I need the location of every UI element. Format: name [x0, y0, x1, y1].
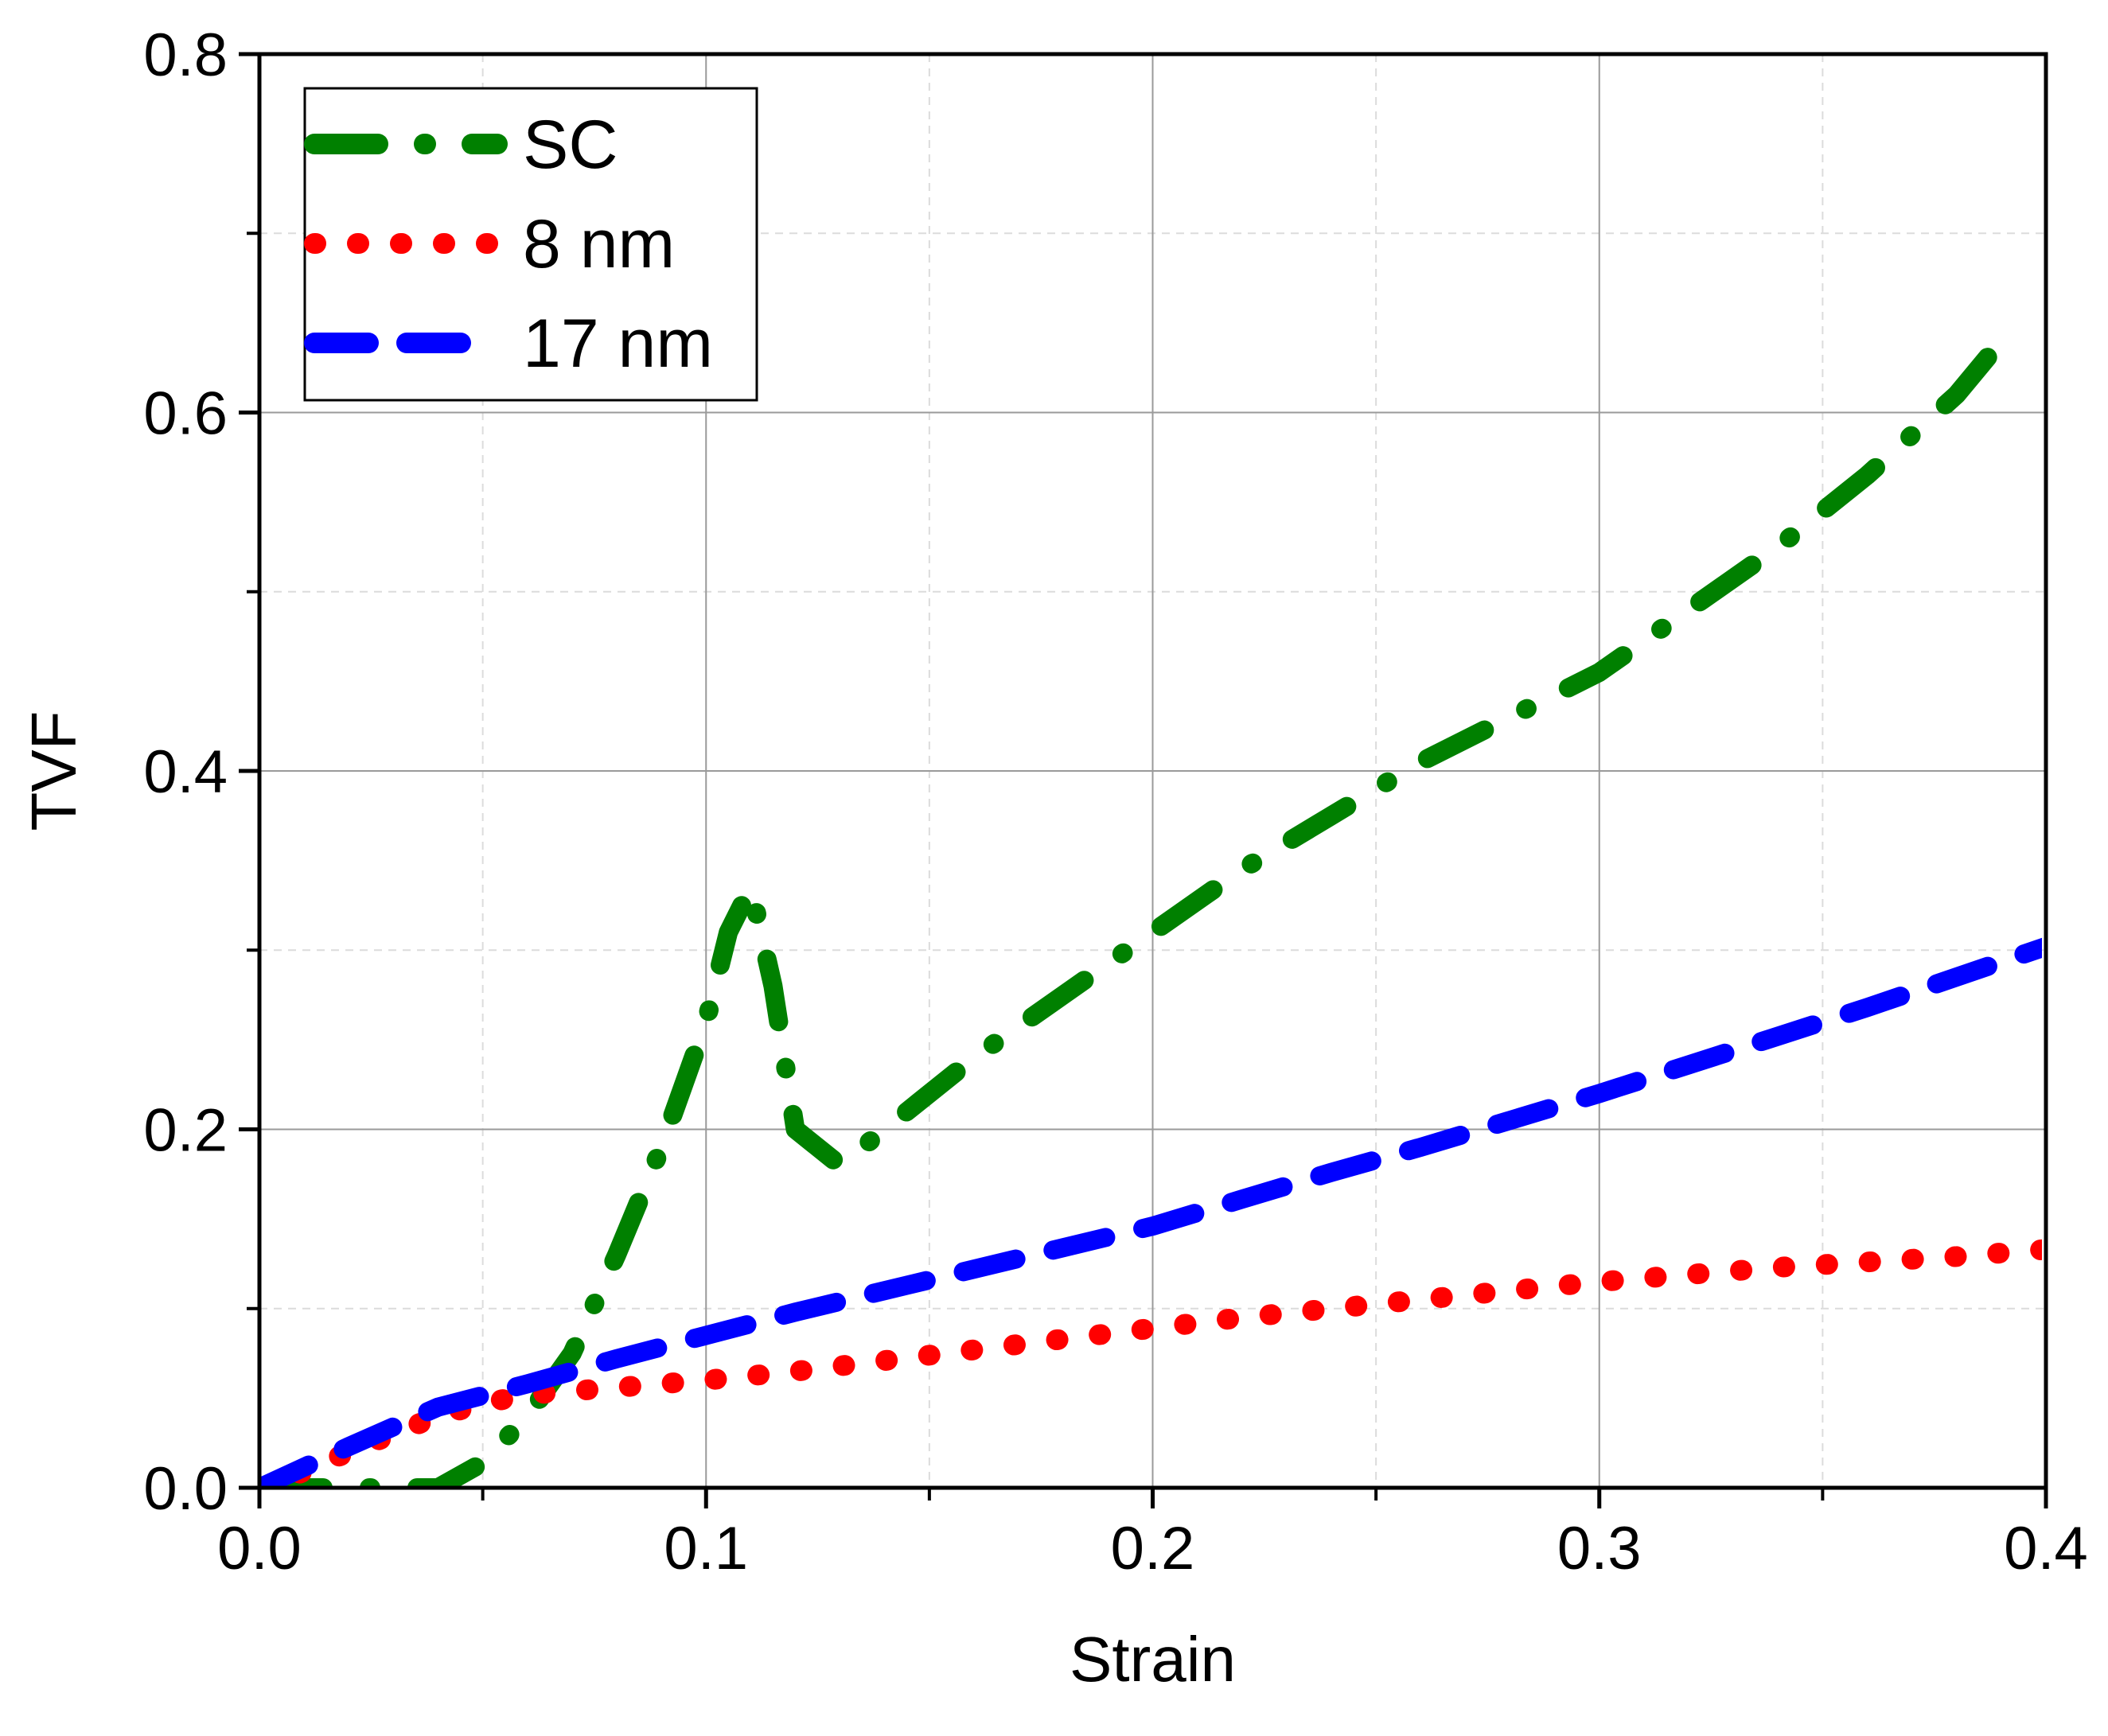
- x-axis-title: Strain: [1070, 1624, 1236, 1695]
- data-point: [1597, 670, 1602, 675]
- data-point: [1329, 813, 1334, 818]
- data-point: [570, 1351, 575, 1356]
- data-point: [1775, 1265, 1780, 1270]
- series-line-1: [258, 1239, 2042, 1489]
- data-point: [1418, 760, 1423, 765]
- legend-label: 17 nm: [523, 306, 713, 382]
- y-tick-label: 0.0: [143, 1455, 228, 1523]
- data-point: [614, 1356, 619, 1361]
- data-point: [1954, 1254, 1959, 1259]
- data-point: [972, 1055, 976, 1060]
- data-point: [883, 1127, 887, 1132]
- x-tick-label: 0.4: [2004, 1515, 2088, 1582]
- data-point: [703, 1019, 708, 1024]
- legend-label: 8 nm: [523, 206, 675, 282]
- data-point: [770, 983, 775, 988]
- series-line-2: [258, 937, 2042, 1489]
- data-point: [1686, 1272, 1691, 1277]
- data-point: [703, 1378, 708, 1383]
- x-tick-label: 0.3: [1557, 1515, 1642, 1582]
- data-point: [1865, 473, 1870, 477]
- data-point: [346, 1444, 351, 1449]
- x-tick-label: 0.2: [1111, 1515, 1195, 1582]
- data-point: [1954, 392, 1959, 397]
- data-point: [793, 1310, 798, 1314]
- data-point: [525, 1381, 530, 1386]
- data-point: [436, 1405, 441, 1410]
- data-point: [1508, 714, 1513, 719]
- data-point: [838, 1163, 843, 1168]
- data-point: [1597, 1279, 1602, 1284]
- data-point: [1151, 1224, 1155, 1228]
- data-point: [659, 1145, 664, 1150]
- data-point: [703, 1333, 708, 1338]
- data-point: [1775, 1033, 1780, 1038]
- data-point: [1329, 1306, 1334, 1311]
- x-tick-label: 0.1: [664, 1515, 748, 1582]
- data-point: [1508, 1288, 1513, 1293]
- data-point: [1418, 1298, 1423, 1302]
- data-point: [1240, 867, 1245, 872]
- data-point: [972, 1267, 976, 1271]
- series-line-0: [258, 331, 2011, 1489]
- data-point: [1775, 544, 1780, 549]
- data-point: [1418, 1145, 1423, 1150]
- data-point: [793, 1127, 798, 1132]
- x-tick-label: 0.0: [217, 1515, 302, 1582]
- data-point: [972, 1348, 976, 1353]
- data-point: [1508, 1118, 1513, 1123]
- data-point: [1686, 607, 1691, 612]
- y-tick-label: 0.6: [143, 380, 228, 448]
- y-tick-label: 0.4: [143, 738, 228, 806]
- y-tick-label: 0.2: [143, 1097, 228, 1165]
- data-point: [1999, 338, 2004, 343]
- data-point: [1329, 1170, 1334, 1175]
- data-point: [1865, 1005, 1870, 1010]
- axes: 0.0 0.1 0.2 0.3 0.4 0.0 0.2 0.4 0.6 0.8 Strain TVF: [18, 21, 2088, 1695]
- legend: SC 8 nm 17 nm: [303, 87, 758, 402]
- legend-label: SC: [523, 107, 618, 183]
- data-point: [748, 885, 753, 889]
- y-axis-title: TVF: [18, 710, 89, 831]
- data-point: [793, 1369, 798, 1374]
- data-point: [1240, 1197, 1245, 1201]
- data-point: [1597, 1092, 1602, 1096]
- data-point: [614, 1385, 619, 1390]
- data-point: [525, 1414, 530, 1419]
- data-point: [1061, 1337, 1066, 1341]
- data-point: [883, 1288, 887, 1293]
- data-point: [1954, 975, 1959, 979]
- data-point: [1686, 1062, 1691, 1067]
- data-point: [1240, 1315, 1245, 1320]
- data-point: [883, 1358, 887, 1363]
- data-point: [1061, 1245, 1066, 1250]
- data-point: [726, 930, 731, 935]
- y-tick-label: 0.8: [143, 21, 228, 89]
- data-point: [614, 1252, 619, 1257]
- data-point: [1151, 930, 1155, 935]
- data-point: [1151, 1326, 1155, 1331]
- data-point: [1865, 1259, 1870, 1264]
- data-point: [481, 1461, 485, 1465]
- data-point: [1061, 993, 1066, 998]
- series-group: [258, 331, 2042, 1489]
